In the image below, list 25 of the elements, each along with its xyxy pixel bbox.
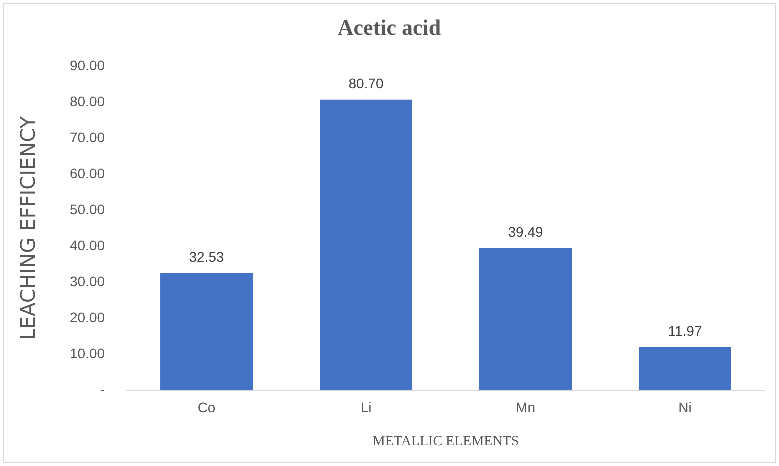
bar	[639, 347, 732, 390]
y-tick-label: 20.00	[70, 309, 106, 326]
y-tick-label: 30.00	[70, 273, 106, 290]
y-tick-label: 80.00	[70, 93, 106, 110]
bar	[320, 100, 413, 390]
x-tick-label: Co	[198, 400, 216, 416]
data-label: 39.49	[508, 224, 544, 240]
bar	[480, 248, 572, 390]
data-label: 80.70	[348, 76, 384, 92]
data-label: 32.53	[189, 249, 225, 266]
x-tick-label: Ni	[678, 400, 692, 416]
y-tick-label: -	[100, 381, 106, 398]
y-tick-label: 10.00	[70, 345, 106, 362]
bar	[160, 273, 254, 390]
y-tick-label: 50.00	[70, 201, 106, 218]
y-axis-title: LEACHING EFFICIENCY	[16, 116, 40, 340]
x-tick-label: Mn	[516, 400, 536, 416]
x-axis-title: METALLIC ELEMENTS	[372, 434, 520, 450]
x-tick-label: Li	[360, 400, 372, 416]
y-tick-label: 60.00	[70, 165, 106, 182]
y-tick-label: 70.00	[70, 129, 106, 146]
data-label: 11.97	[668, 323, 702, 340]
y-tick-label: 40.00	[70, 237, 106, 254]
chart-title: Acetic acid	[338, 14, 442, 40]
y-tick-label: 90.00	[70, 57, 106, 74]
